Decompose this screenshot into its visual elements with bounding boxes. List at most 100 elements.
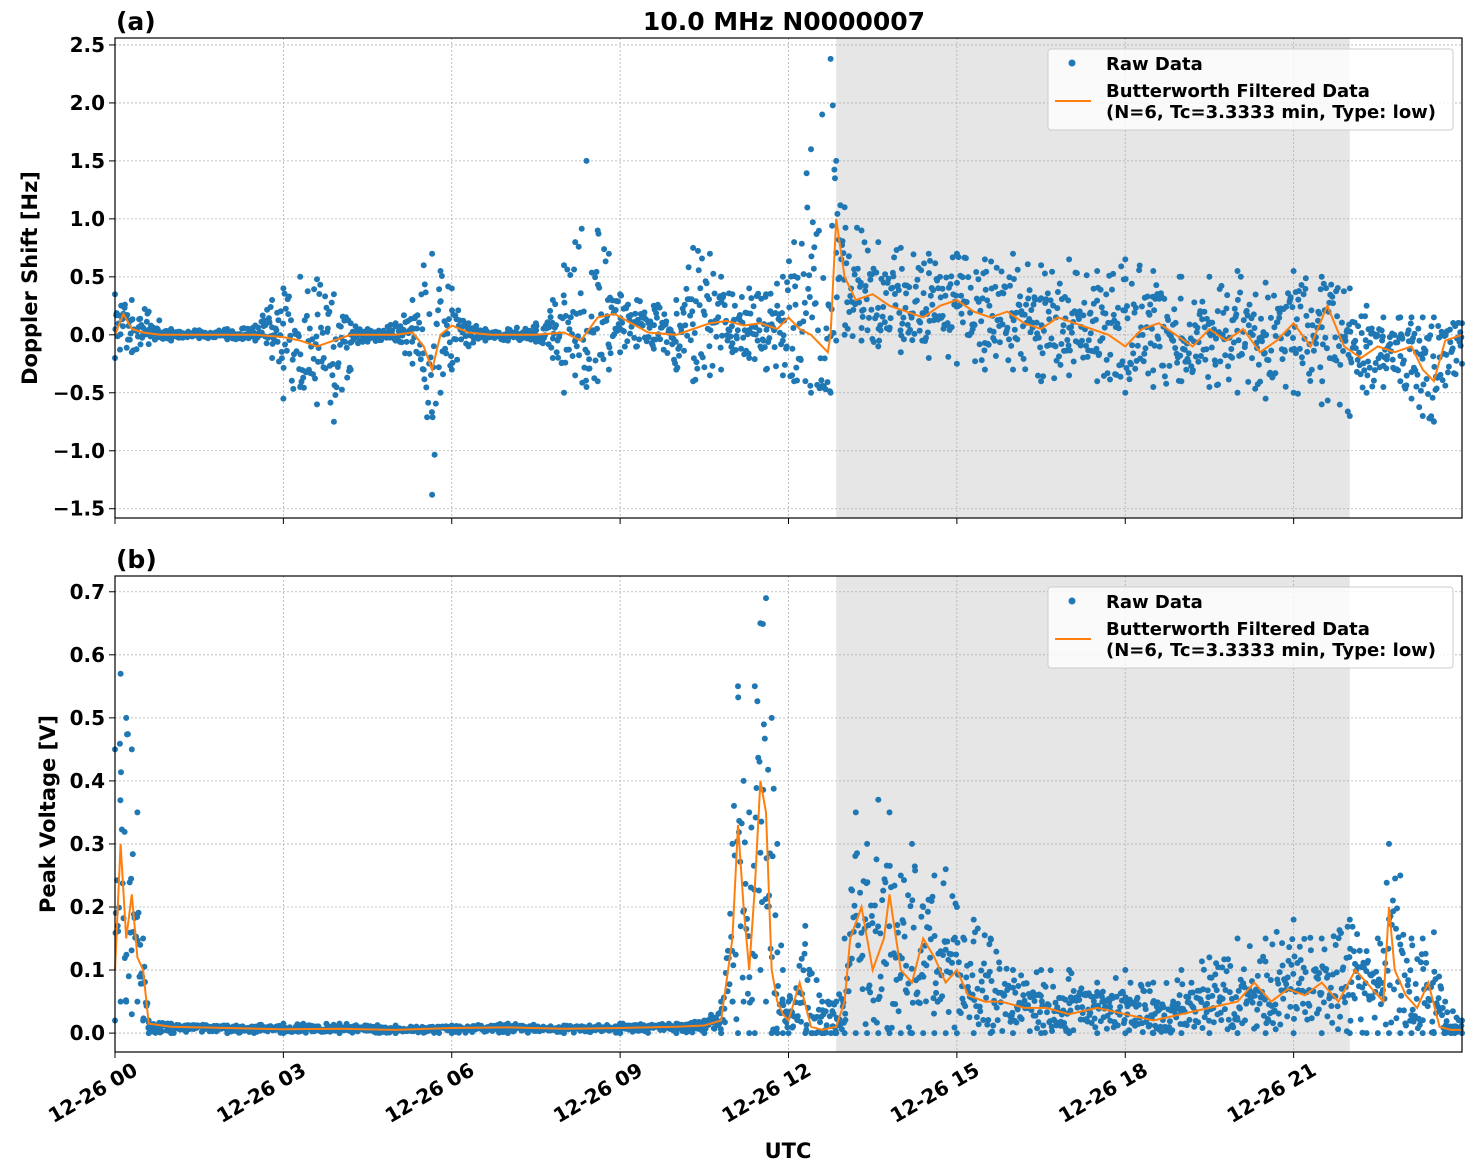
b-raw-point (984, 1021, 991, 1028)
a-raw-point (947, 281, 954, 288)
b-raw-point (1199, 1025, 1206, 1031)
b-raw-point (886, 1030, 893, 1037)
b-raw-point (1291, 1015, 1297, 1022)
b-raw-point (1117, 1004, 1124, 1010)
b-raw-point (1408, 935, 1415, 942)
b-raw-point (1018, 1016, 1025, 1022)
a-raw-point (1054, 305, 1061, 312)
b-raw-point (794, 1013, 801, 1020)
a-raw-point (387, 321, 394, 328)
a-raw-point (851, 271, 858, 278)
b-raw-point (735, 683, 741, 690)
a-raw-point (661, 311, 668, 318)
b-raw-point (134, 809, 141, 816)
a-raw-point (1153, 282, 1160, 289)
b-raw-point (1062, 996, 1069, 1003)
b-raw-point (1392, 875, 1399, 882)
b-raw-point (1014, 1006, 1021, 1013)
b-raw-point (224, 1030, 231, 1037)
b-raw-point (827, 1030, 834, 1037)
b-raw-point (1206, 1030, 1213, 1037)
panel-b-y-ticks: 0.00.10.20.30.40.50.60.7 (70, 580, 115, 1045)
b-raw-point (1106, 998, 1113, 1005)
b-raw-point (1298, 975, 1305, 982)
b-raw-point (1289, 936, 1296, 943)
b-raw-point (1283, 981, 1290, 988)
a-raw-point (322, 365, 329, 372)
a-raw-point (306, 325, 313, 332)
b-raw-point (1015, 983, 1022, 989)
b-raw-point (1038, 1030, 1045, 1037)
a-raw-point (1032, 296, 1038, 303)
a-raw-point (664, 350, 671, 356)
b-raw-point (1112, 975, 1119, 981)
b-raw-point (1346, 954, 1353, 961)
a-y-tick-label: 1.5 (70, 149, 105, 173)
b-raw-point (872, 928, 879, 935)
a-raw-point (1008, 342, 1015, 349)
a-raw-point (586, 356, 593, 363)
b-raw-point (859, 986, 866, 993)
b-raw-point (1092, 1024, 1099, 1031)
a-raw-point (841, 204, 848, 211)
a-raw-point (443, 322, 450, 329)
a-raw-point (1425, 391, 1431, 397)
a-raw-point (416, 319, 423, 326)
b-raw-point (1179, 981, 1186, 988)
a-raw-point (784, 279, 791, 286)
a-raw-point (864, 327, 871, 334)
a-raw-point (807, 382, 814, 389)
b-raw-point (864, 840, 871, 847)
a-raw-point (1020, 355, 1027, 362)
a-raw-point (1103, 356, 1110, 363)
b-raw-point (1018, 972, 1025, 979)
a-raw-point (1430, 353, 1437, 360)
b-raw-point (1302, 1009, 1309, 1016)
a-raw-point (1428, 413, 1435, 420)
b-raw-point (1419, 1030, 1426, 1037)
b-raw-point (116, 740, 123, 747)
a-raw-point (981, 256, 988, 263)
a-raw-point (693, 359, 700, 366)
a-raw-point (289, 356, 296, 363)
a-raw-point (577, 290, 584, 297)
b-raw-point (993, 1004, 1000, 1011)
b-raw-point (1393, 1015, 1400, 1022)
a-raw-point (909, 337, 916, 344)
a-raw-point (1027, 329, 1034, 336)
b-raw-point (785, 1030, 792, 1037)
a-raw-point (773, 363, 779, 370)
b-raw-point (1277, 1021, 1284, 1028)
b-raw-point (757, 620, 764, 627)
b-raw-point (977, 1008, 984, 1015)
b-raw-point (1409, 1006, 1416, 1013)
a-raw-point (1332, 334, 1339, 341)
b-raw-point (882, 879, 889, 886)
b-raw-point (953, 951, 960, 958)
a-raw-point (347, 320, 354, 327)
b-raw-point (1262, 1030, 1269, 1037)
a-raw-point (789, 372, 796, 379)
b-raw-point (1315, 1006, 1322, 1013)
a-raw-point (605, 366, 612, 373)
b-raw-point (1261, 996, 1268, 1003)
b-raw-point (1302, 969, 1309, 976)
a-raw-point (1051, 375, 1058, 382)
b-raw-point (940, 880, 947, 887)
a-raw-point (1224, 292, 1231, 299)
b-raw-point (128, 746, 135, 753)
a-raw-point (1037, 344, 1044, 351)
b-raw-point (1227, 963, 1234, 969)
a-raw-point (763, 366, 769, 373)
a-raw-point (1038, 378, 1045, 385)
a-raw-point (1208, 344, 1215, 351)
a-raw-point (927, 257, 933, 264)
b-raw-point (898, 955, 905, 962)
a-raw-point (806, 272, 813, 279)
b-raw-point (883, 961, 890, 967)
a-raw-point (117, 331, 124, 338)
a-raw-point (569, 353, 576, 359)
b-raw-point (1444, 1009, 1451, 1016)
a-raw-point (699, 255, 705, 262)
b-raw-point (1386, 1030, 1392, 1037)
